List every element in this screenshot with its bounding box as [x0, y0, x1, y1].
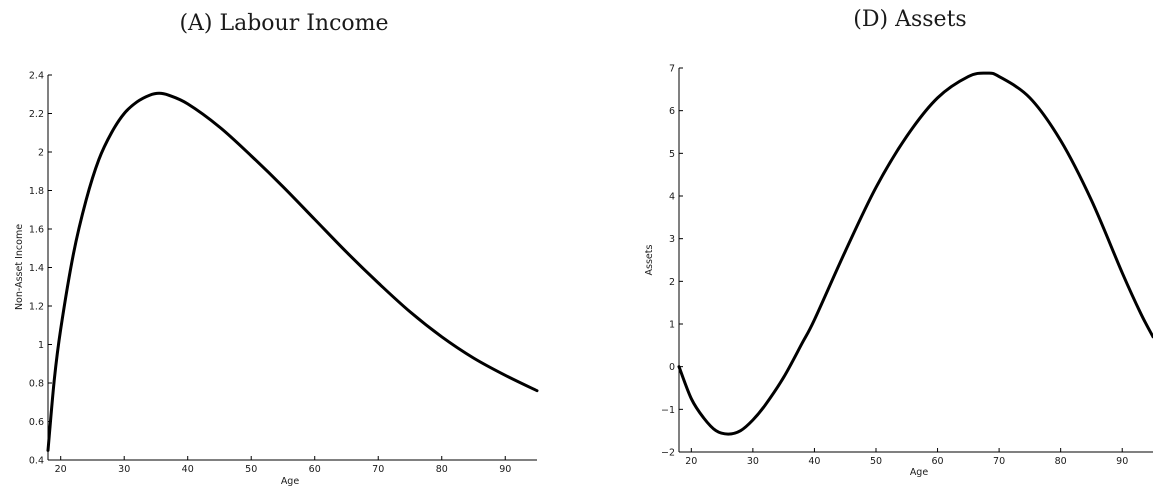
x-tick-label: 60 — [931, 456, 943, 467]
y-tick-label: 2.2 — [29, 109, 44, 120]
series-line — [46, 91, 539, 452]
y-axis-label: Assets — [644, 244, 655, 275]
x-tick-label: 20 — [55, 464, 67, 475]
y-tick-label: 4 — [669, 192, 675, 203]
chart-title-labour-income: (A) Labour Income — [179, 11, 388, 36]
y-ticks: 0.4 0.6 0.8 1 1.2 1.4 1.6 1.8 2 2.2 2.4 — [29, 71, 52, 467]
x-tick-label: 40 — [808, 456, 820, 467]
y-tick-label: 1.8 — [29, 186, 44, 197]
series-line — [677, 71, 1153, 436]
x-tick-label: 20 — [685, 456, 697, 467]
y-tick-label: 0 — [669, 362, 675, 373]
panel-labour-income: (A) Labour Income Age Non-Asset Income 0… — [14, 11, 539, 486]
panel-assets: (D) Assets Age Assets −2 −1 0 1 2 3 4 5 6 7 20 30 4… — [644, 7, 1153, 478]
y-tick-label: 0.8 — [29, 379, 44, 390]
x-tick-label: 60 — [309, 464, 321, 475]
x-tick-label: 70 — [372, 464, 384, 475]
x-tick-label: 30 — [118, 464, 130, 475]
y-tick-label: 1 — [38, 340, 44, 351]
y-tick-label: 2 — [669, 277, 675, 288]
y-tick-label: 0.6 — [29, 417, 44, 428]
x-tick-label: 40 — [182, 464, 194, 475]
y-tick-label: 2.4 — [29, 71, 44, 82]
x-axis-label: Age — [281, 476, 300, 486]
x-ticks: 20 30 40 50 60 70 80 90 — [685, 448, 1128, 467]
x-tick-label: 80 — [1055, 456, 1067, 467]
y-tick-label: 3 — [669, 234, 675, 245]
y-tick-label: −1 — [661, 405, 675, 416]
y-tick-label: 5 — [669, 149, 675, 160]
chart-title-assets: (D) Assets — [853, 7, 966, 32]
y-tick-label: 2 — [38, 148, 44, 159]
y-tick-label: 7 — [669, 64, 675, 75]
y-tick-label: 1.2 — [29, 302, 44, 313]
x-tick-label: 30 — [747, 456, 759, 467]
x-axis-label: Age — [910, 467, 929, 478]
x-tick-label: 90 — [499, 464, 511, 475]
x-tick-label: 50 — [245, 464, 257, 475]
x-tick-label: 80 — [436, 464, 448, 475]
x-ticks: 20 30 40 50 60 70 80 90 — [55, 456, 511, 475]
y-tick-label: 1.6 — [29, 225, 44, 236]
x-tick-label: 70 — [993, 456, 1005, 467]
x-tick-label: 90 — [1116, 456, 1128, 467]
y-tick-label: 1.4 — [29, 263, 44, 274]
y-tick-label: 6 — [669, 106, 675, 117]
y-tick-label: 1 — [669, 320, 675, 331]
y-tick-label: −2 — [661, 448, 675, 459]
y-ticks: −2 −1 0 1 2 3 4 5 6 7 — [661, 64, 683, 459]
x-tick-label: 50 — [870, 456, 882, 467]
y-axis-label: Non-Asset Income — [14, 224, 25, 310]
y-tick-label: 0.4 — [29, 456, 44, 467]
